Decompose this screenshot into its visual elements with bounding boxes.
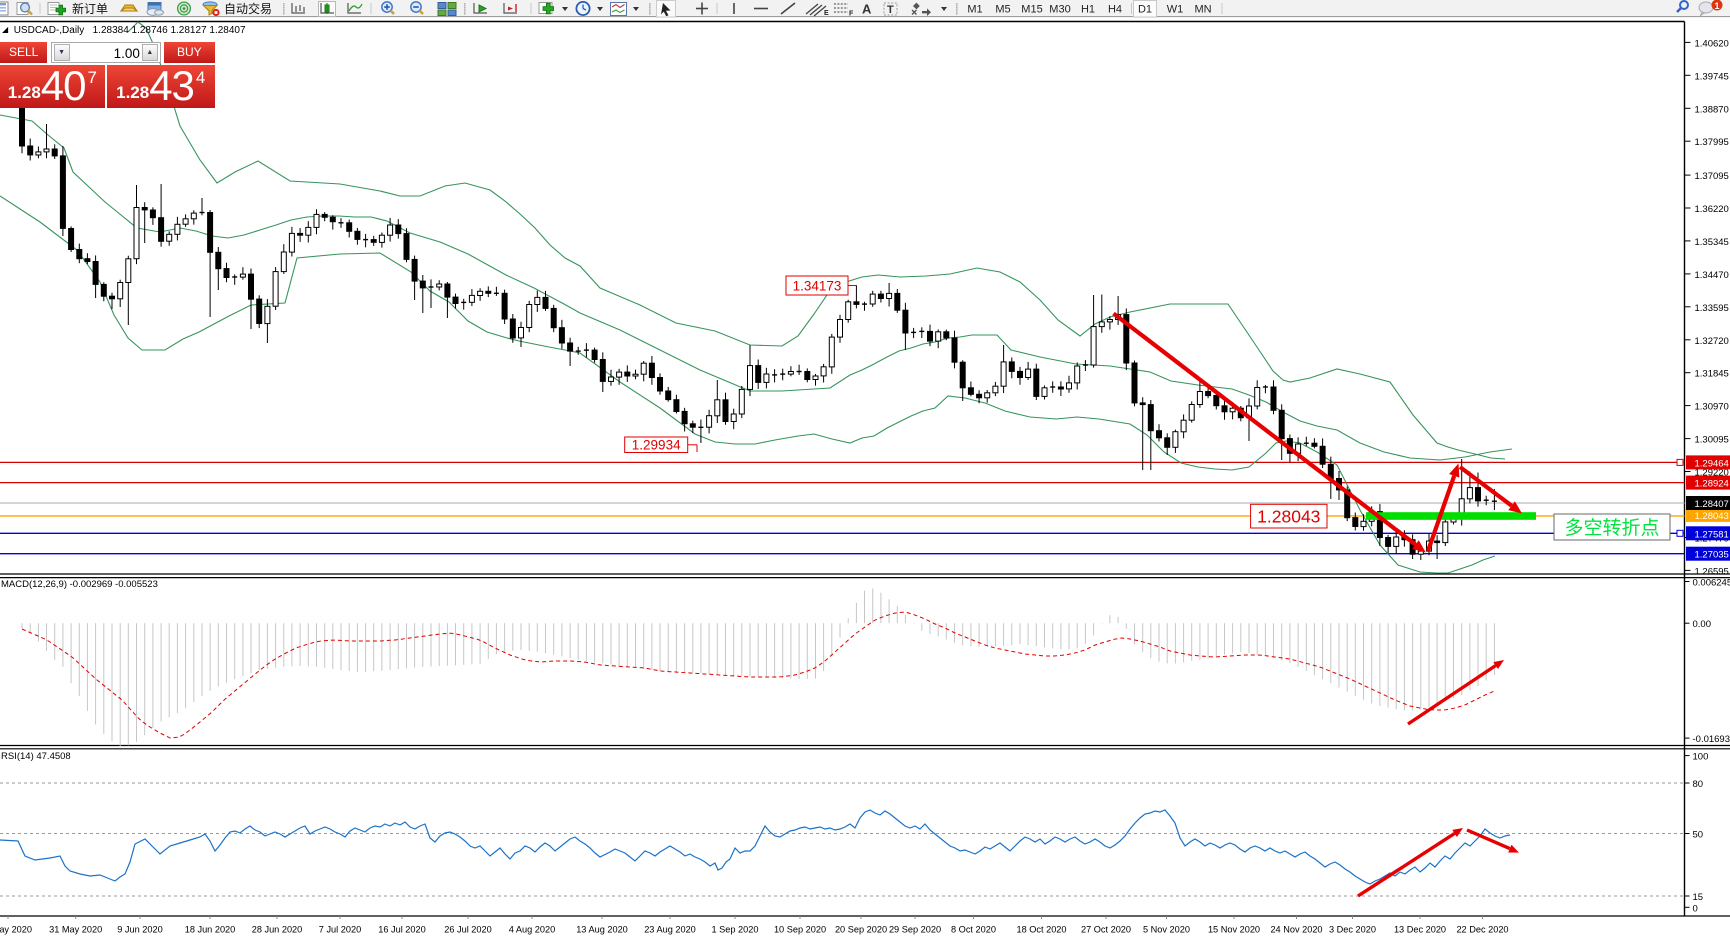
svg-text:1.31845: 1.31845 — [1695, 369, 1729, 380]
svg-text:23 Aug 2020: 23 Aug 2020 — [644, 925, 696, 935]
svg-text:80: 80 — [1693, 779, 1704, 790]
svg-text:1.33595: 1.33595 — [1695, 303, 1729, 314]
svg-text:29 Sep 2020: 29 Sep 2020 — [889, 925, 941, 935]
svg-text:1 May 2020: 1 May 2020 — [0, 925, 32, 935]
svg-text:28 Jun 2020: 28 Jun 2020 — [252, 925, 303, 935]
svg-text:1.32720: 1.32720 — [1695, 336, 1729, 347]
svg-text:4 Aug 2020: 4 Aug 2020 — [509, 925, 556, 935]
svg-text:E: E — [824, 10, 829, 17]
svg-text:H4: H4 — [1108, 4, 1122, 16]
svg-text:1.36220: 1.36220 — [1695, 204, 1729, 215]
svg-text:1.34470: 1.34470 — [1695, 270, 1729, 281]
svg-text:0.00: 0.00 — [1693, 619, 1712, 630]
svg-text:T: T — [887, 4, 894, 16]
svg-text:1.38870: 1.38870 — [1695, 104, 1729, 115]
svg-text:1.40620: 1.40620 — [1695, 38, 1729, 49]
svg-text:22 Dec 2020: 22 Dec 2020 — [1456, 925, 1508, 935]
svg-text:26 Jul 2020: 26 Jul 2020 — [444, 925, 492, 935]
svg-text:0.006245: 0.006245 — [1693, 578, 1730, 589]
svg-text:1.34173: 1.34173 — [793, 278, 842, 293]
svg-text:1.29464: 1.29464 — [1695, 458, 1729, 469]
svg-text:多空转折点: 多空转折点 — [1564, 517, 1659, 539]
svg-text:D1: D1 — [1138, 4, 1152, 16]
svg-text:8 Oct 2020: 8 Oct 2020 — [951, 925, 996, 935]
svg-text:15: 15 — [1693, 892, 1704, 903]
svg-text:自动交易: 自动交易 — [224, 1, 272, 16]
svg-text:1.30970: 1.30970 — [1695, 402, 1729, 413]
svg-text:-0.016933: -0.016933 — [1693, 734, 1730, 745]
svg-text:M5: M5 — [995, 4, 1010, 16]
svg-text:9 Jun 2020: 9 Jun 2020 — [117, 925, 162, 935]
svg-text:1.29934: 1.29934 — [632, 438, 681, 453]
svg-text:50: 50 — [1693, 830, 1704, 841]
svg-text:MACD(12,26,9) -0.002969 -0.005: MACD(12,26,9) -0.002969 -0.005523 — [1, 579, 158, 590]
svg-text:1.39745: 1.39745 — [1695, 71, 1729, 82]
svg-text:5 Nov 2020: 5 Nov 2020 — [1143, 925, 1190, 935]
svg-text:16 Jul 2020: 16 Jul 2020 — [378, 925, 426, 935]
svg-text:0: 0 — [1693, 903, 1698, 914]
svg-text:15 Nov 2020: 15 Nov 2020 — [1208, 925, 1260, 935]
svg-text:1.27035: 1.27035 — [1695, 550, 1729, 561]
svg-text:1.28407: 1.28407 — [1695, 499, 1729, 510]
svg-text:1.28043: 1.28043 — [1695, 511, 1729, 522]
svg-text:10 Sep 2020: 10 Sep 2020 — [774, 925, 826, 935]
svg-text:F: F — [849, 11, 854, 18]
svg-text:13 Aug 2020: 13 Aug 2020 — [576, 925, 628, 935]
svg-text:H1: H1 — [1081, 4, 1095, 16]
svg-text:1.26595: 1.26595 — [1695, 566, 1729, 577]
svg-text:18 Jun 2020: 18 Jun 2020 — [185, 925, 236, 935]
svg-text:W1: W1 — [1167, 4, 1184, 16]
svg-text:31 May 2020: 31 May 2020 — [49, 925, 102, 935]
svg-text:18 Oct 2020: 18 Oct 2020 — [1016, 925, 1066, 935]
svg-text:1.28043: 1.28043 — [1257, 506, 1320, 526]
svg-text:M30: M30 — [1049, 4, 1070, 16]
svg-text:7 Jul 2020: 7 Jul 2020 — [319, 925, 361, 935]
svg-text:1.27581: 1.27581 — [1695, 529, 1729, 540]
svg-text:新订单: 新订单 — [72, 1, 108, 16]
svg-text:27 Oct 2020: 27 Oct 2020 — [1081, 925, 1131, 935]
svg-text:1: 1 — [1714, 1, 1719, 11]
svg-text:RSI(14) 47.4508: RSI(14) 47.4508 — [1, 751, 71, 762]
svg-text:100: 100 — [1693, 752, 1709, 763]
svg-text:A: A — [862, 2, 872, 17]
svg-text:24 Nov 2020: 24 Nov 2020 — [1270, 925, 1322, 935]
svg-text:1.30095: 1.30095 — [1695, 435, 1729, 446]
svg-text:1.37095: 1.37095 — [1695, 171, 1729, 182]
svg-text:MN: MN — [1194, 4, 1211, 16]
svg-text:M15: M15 — [1021, 4, 1042, 16]
svg-text:1 Sep 2020: 1 Sep 2020 — [711, 925, 758, 935]
svg-text:3 Dec 2020: 3 Dec 2020 — [1329, 925, 1376, 935]
svg-text:1.28924: 1.28924 — [1695, 479, 1729, 490]
svg-text:20 Sep 2020: 20 Sep 2020 — [835, 925, 887, 935]
svg-text:13 Dec 2020: 13 Dec 2020 — [1394, 925, 1446, 935]
svg-text:1.35345: 1.35345 — [1695, 237, 1729, 248]
svg-text:1.37995: 1.37995 — [1695, 137, 1729, 148]
svg-text:M1: M1 — [967, 4, 982, 16]
